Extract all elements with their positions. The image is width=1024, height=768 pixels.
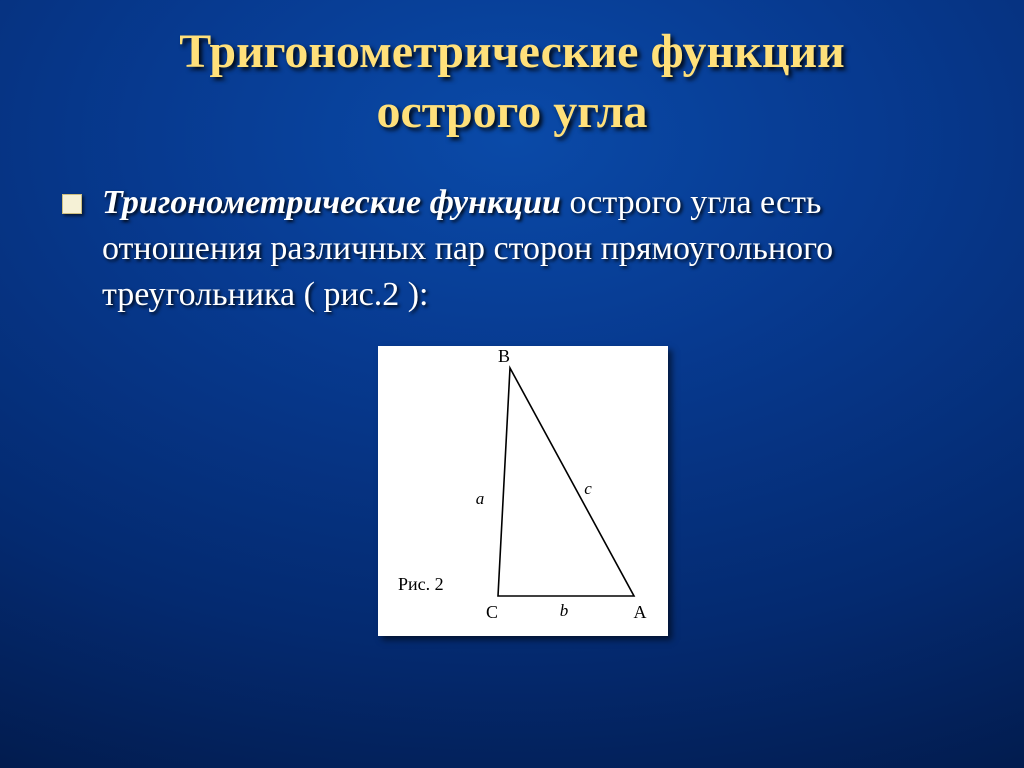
title-line-1: Тригонометрические функции [179, 25, 845, 78]
triangle-svg: B C Aa b c Рис. 2 [378, 346, 668, 636]
title-line-2: острого угла [376, 85, 647, 138]
figure-caption: Рис. 2 [398, 574, 444, 594]
slide: Тригонометрические функции острого угла … [0, 0, 1024, 768]
body-emphasis: Тригонометрические функции [102, 184, 569, 221]
triangle-path [498, 368, 634, 596]
vertex-label-c: C [486, 602, 498, 622]
body-text: Тригонометрические функции острого угла … [102, 180, 984, 318]
vertex-label-a: A [634, 602, 647, 622]
triangle-figure: B C Aa b c Рис. 2 [378, 346, 668, 636]
vertex-label-b: B [498, 346, 510, 366]
slide-title: Тригонометрические функции острого угла [0, 0, 1024, 142]
square-bullet-icon [62, 194, 82, 214]
side-label-b: b [560, 601, 569, 620]
side-label-c: c [584, 479, 592, 498]
slide-body: Тригонометрические функции острого угла … [0, 180, 1024, 636]
bullet-item: Тригонометрические функции острого угла … [62, 180, 984, 318]
figure-container: B C Aa b c Рис. 2 [62, 346, 984, 636]
side-label-a: a [476, 489, 485, 508]
